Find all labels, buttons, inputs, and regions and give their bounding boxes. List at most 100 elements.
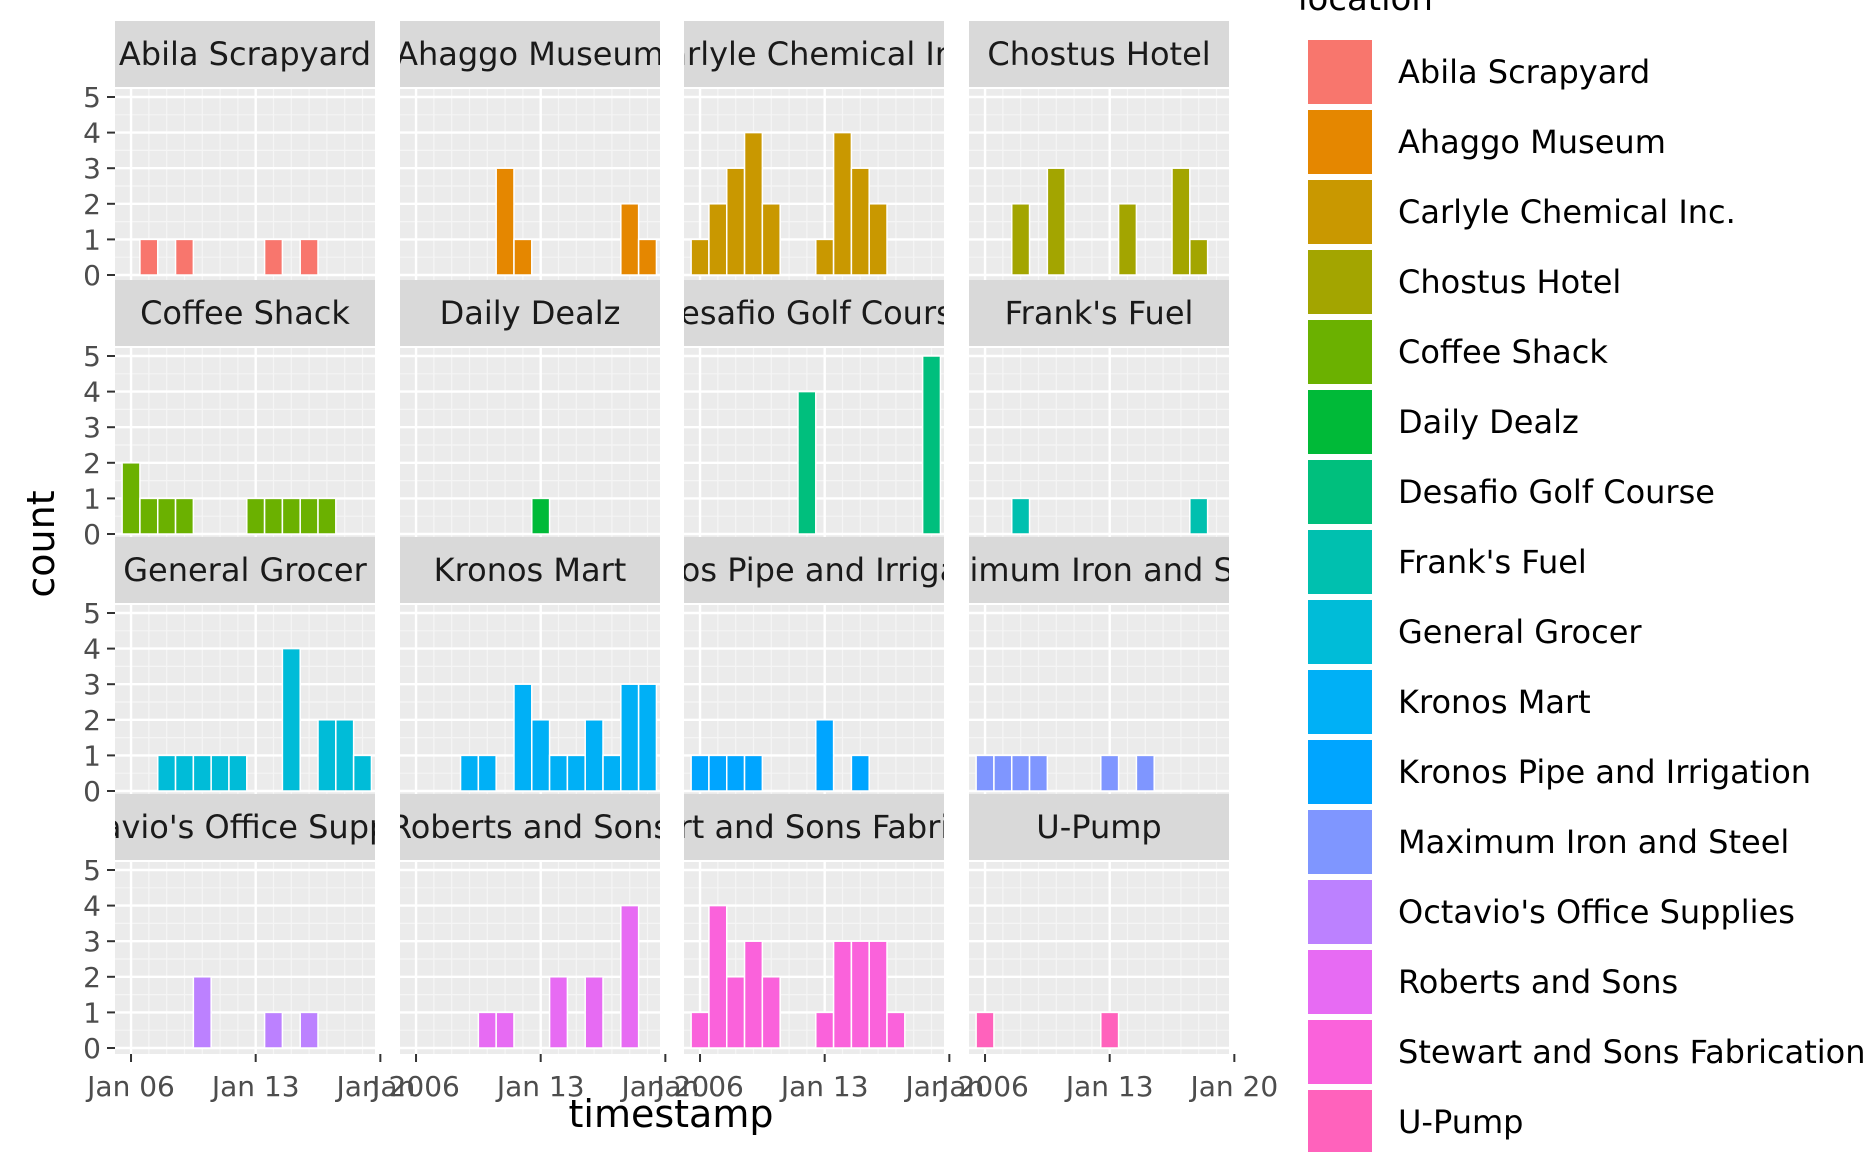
histogram-bar: [192, 976, 212, 1049]
histogram-bar: [1100, 1011, 1120, 1049]
histogram-bar: [1100, 754, 1120, 792]
facet-strip-label: General Grocer: [123, 551, 367, 589]
facet-strip-label: Daily Dealz: [440, 294, 621, 332]
legend-label: Maximum Iron and Steel: [1398, 823, 1789, 861]
histogram-bar: [690, 1011, 710, 1049]
facet-panel: Ahaggo Museum: [396, 21, 667, 281]
facet-strip: [400, 794, 660, 860]
y-tick-label: 3: [83, 925, 101, 958]
facet-strip: [400, 21, 660, 87]
facet-strip-label: Coffee Shack: [140, 294, 350, 332]
x-tick-label: Jan 13: [1064, 1070, 1154, 1103]
histogram-bar: [531, 497, 551, 535]
legend-key: [1308, 460, 1372, 524]
facet-strip: [684, 280, 944, 346]
facet-strip-label: Ahaggo Museum: [396, 35, 664, 73]
legend-key: [1308, 670, 1372, 734]
histogram-bar: [281, 647, 301, 792]
legend-label: Roberts and Sons: [1398, 963, 1678, 1001]
y-tick-label: 5: [83, 81, 101, 114]
histogram-bar: [1189, 238, 1209, 276]
y-tick-label: 3: [83, 668, 101, 701]
histogram-bar: [299, 238, 319, 276]
facet-strip: [684, 537, 944, 603]
histogram-bar: [139, 238, 159, 276]
legend-key: [1308, 530, 1372, 594]
histogram-bar: [725, 976, 746, 1049]
histogram-bar: [335, 719, 355, 792]
facet-strip-label: Maximum Iron and Steel: [903, 551, 1294, 589]
legend-key: [1308, 1090, 1372, 1152]
x-tick-label: Jan 06: [654, 1070, 744, 1103]
histogram-bar: [743, 754, 764, 792]
y-tick-label: 0: [83, 518, 101, 551]
legend-label: General Grocer: [1398, 613, 1642, 651]
histogram-bar: [637, 683, 658, 792]
facet-panel: Carlyle Chemical Inc.: [645, 21, 983, 281]
y-tick-label: 1: [83, 996, 101, 1029]
legend-items: Abila Scrapyard Ahaggo Museum Carlyle Chem…: [1308, 40, 1866, 1152]
y-tick-label: 4: [83, 117, 101, 150]
histogram-bar: [743, 131, 764, 276]
facet-strip-label: Roberts and Sons: [390, 808, 670, 846]
facet-panel: General Grocer: [115, 537, 382, 797]
histogram-bar: [1010, 754, 1031, 792]
histogram-bar: [708, 203, 728, 276]
histogram-bar: [850, 940, 870, 1049]
x-tick-label: Jan 06: [85, 1070, 175, 1103]
y-tick-label: 5: [83, 340, 101, 373]
facet-strip: [969, 794, 1229, 860]
histogram-bar: [743, 940, 764, 1049]
histogram-bar: [725, 754, 746, 792]
facet-strip-label: Octavio's Office Supplies: [47, 808, 444, 846]
x-tick-label: Jan 13: [495, 1070, 585, 1103]
legend-key: [1308, 250, 1372, 314]
histogram-bar: [139, 497, 159, 535]
facet-strip: [115, 21, 375, 87]
legend-label: Kronos Mart: [1398, 683, 1591, 721]
legend-key: [1308, 950, 1372, 1014]
legend: location Abila Scrapyard Ahaggo Museum Car…: [1298, 0, 1866, 1152]
histogram-bar: [1117, 203, 1138, 276]
legend-key: [1308, 390, 1372, 454]
facet-strip: [115, 537, 375, 603]
histogram-bar: [1135, 754, 1155, 792]
histogram-bar: [690, 238, 710, 276]
histogram-bar: [868, 940, 888, 1049]
histogram-bar: [174, 754, 195, 792]
histogram-bar: [584, 719, 604, 792]
facet-strip: [400, 280, 660, 346]
facet-panel: Daily Dealz: [400, 280, 667, 540]
legend-label: Octavio's Office Supplies: [1398, 893, 1795, 931]
legend-label: Daily Dealz: [1398, 403, 1579, 441]
y-tick-label: 1: [83, 739, 101, 772]
histogram-bar: [708, 754, 728, 792]
legend-label: Kronos Pipe and Irrigation: [1398, 753, 1811, 791]
facet-panel: Frank's Fuel: [969, 280, 1236, 540]
x-tick-label: Jan 06: [939, 1070, 1029, 1103]
y-tick-label: 0: [83, 775, 101, 808]
histogram-bar: [477, 754, 497, 792]
histogram-bar: [921, 355, 942, 535]
histogram-bar: [156, 497, 177, 535]
y-tick-label: 2: [83, 961, 101, 994]
histogram-bar: [299, 1011, 319, 1049]
histogram-bar: [1010, 203, 1031, 276]
facet-strip-label: Carlyle Chemical Inc.: [645, 35, 983, 73]
facet-panel: Coffee Shack: [115, 280, 382, 540]
histogram-bar: [352, 754, 373, 792]
facet-strip: [684, 794, 944, 860]
x-tick-label: Jan 20: [903, 1070, 993, 1103]
histogram-bar: [975, 1011, 995, 1049]
y-tick-label: 4: [83, 376, 101, 409]
facet-panel: Roberts and Sons: [390, 794, 670, 1054]
legend-label: Carlyle Chemical Inc.: [1398, 193, 1736, 231]
y-tick-label: 2: [83, 447, 101, 480]
facet-strip: [115, 280, 375, 346]
histogram-bar: [602, 754, 622, 792]
histogram-bar: [192, 754, 212, 792]
histogram-bar: [477, 1011, 497, 1049]
legend-label: Chostus Hotel: [1398, 263, 1621, 301]
